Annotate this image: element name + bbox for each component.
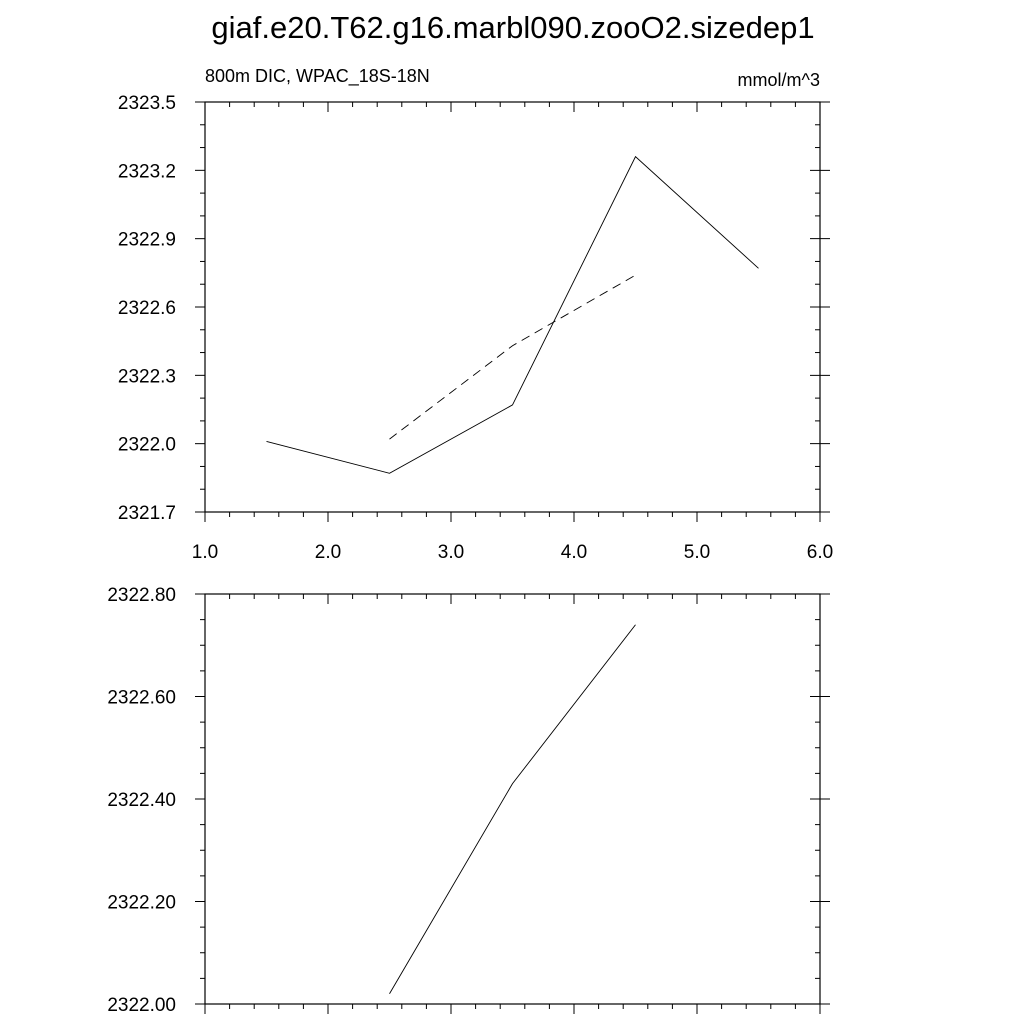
bottom-panel-series — [389, 624, 636, 994]
top-panel-x-tick-label: 6.0 — [807, 542, 833, 563]
top-panel: 800m DIC, WPAC_18S-18N mmol/m^3 1.0 2.0 3.… — [118, 66, 833, 563]
top-panel-tick-labels: 1.0 2.0 3.0 4.0 5.0 6.0 2321.7 2322.0 2322.3 2322… — [118, 93, 833, 563]
bottom-panel-y-tick-label: 2322.00 — [107, 995, 176, 1016]
bottom-panel-tick-labels: 2322.00 2322.20 2322.40 2322.60 2322.80 — [107, 585, 176, 1016]
bottom-panel-y-tick-label: 2322.60 — [107, 688, 176, 709]
bottom-panel-series-1-solid-line — [389, 624, 636, 994]
top-panel-y-tick-label: 2323.2 — [118, 161, 176, 182]
top-panel-x-tick-label: 5.0 — [684, 542, 710, 563]
top-panel-right-string: mmol/m^3 — [738, 70, 820, 90]
top-panel-y-tick-label: 2323.5 — [118, 93, 176, 114]
top-panel-ticks — [195, 101, 830, 522]
top-panel-series-1-solid-line — [266, 155, 759, 474]
top-panel-frame — [204, 101, 821, 513]
top-panel-left-string: 800m DIC, WPAC_18S-18N — [205, 66, 430, 87]
bottom-panel: 2322.00 2322.20 2322.40 2322.60 2322.80 — [107, 585, 830, 1016]
top-panel-series-2-dashed-line — [389, 274, 636, 440]
bottom-panel-y-tick-label: 2322.40 — [107, 790, 176, 811]
top-panel-series — [266, 155, 759, 474]
top-panel-y-tick-label: 2322.9 — [118, 230, 176, 251]
figure-title: giaf.e20.T62.g16.marbl090.zooO2.sizedep1 — [211, 10, 814, 45]
top-panel-y-tick-label: 2322.3 — [118, 366, 176, 387]
top-panel-y-tick-label: 2321.7 — [118, 503, 176, 524]
bottom-panel-frame — [204, 593, 821, 1005]
bottom-panel-y-tick-label: 2322.20 — [107, 893, 176, 914]
top-panel-x-tick-label: 3.0 — [438, 542, 464, 563]
bottom-panel-y-tick-label: 2322.80 — [107, 585, 176, 606]
top-panel-x-tick-label: 1.0 — [192, 542, 218, 563]
top-panel-y-tick-label: 2322.6 — [118, 298, 176, 319]
top-panel-x-tick-label: 2.0 — [315, 542, 341, 563]
top-panel-y-tick-label: 2322.0 — [118, 435, 176, 456]
bottom-panel-ticks — [195, 593, 830, 1014]
top-panel-x-tick-label: 4.0 — [561, 542, 587, 563]
